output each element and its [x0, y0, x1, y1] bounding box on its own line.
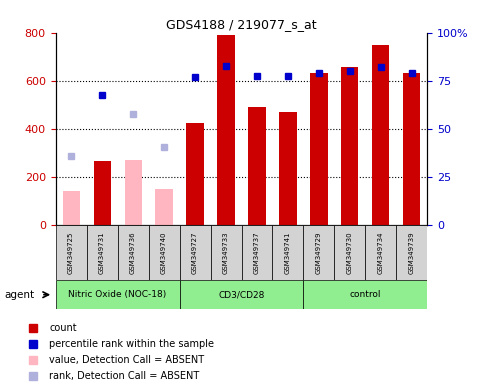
Text: GSM349737: GSM349737	[254, 231, 260, 274]
Bar	[366, 225, 397, 280]
Text: CD3/CD28: CD3/CD28	[218, 290, 265, 299]
Text: GSM349731: GSM349731	[99, 231, 105, 274]
Bar	[62, 191, 80, 225]
Text: Nitric Oxide (NOC-18): Nitric Oxide (NOC-18)	[69, 290, 167, 299]
Bar	[397, 225, 427, 280]
Bar	[149, 225, 180, 280]
Bar	[180, 280, 303, 309]
Bar	[403, 73, 421, 225]
Bar	[217, 35, 235, 225]
Bar	[56, 225, 86, 280]
Text: GSM349729: GSM349729	[316, 231, 322, 274]
Bar	[334, 225, 366, 280]
Bar	[186, 122, 203, 225]
Text: GSM349736: GSM349736	[130, 231, 136, 274]
Bar	[303, 280, 427, 309]
Text: rank, Detection Call = ABSENT: rank, Detection Call = ABSENT	[49, 371, 199, 381]
Bar	[156, 189, 172, 225]
Text: percentile rank within the sample: percentile rank within the sample	[49, 339, 214, 349]
Bar	[125, 160, 142, 225]
Title: GDS4188 / 219077_s_at: GDS4188 / 219077_s_at	[166, 18, 317, 31]
Text: GSM349730: GSM349730	[347, 231, 353, 274]
Text: GSM349733: GSM349733	[223, 231, 229, 274]
Bar	[280, 112, 297, 225]
Text: value, Detection Call = ABSENT: value, Detection Call = ABSENT	[49, 355, 205, 365]
Bar	[180, 225, 211, 280]
Text: GSM349739: GSM349739	[409, 231, 415, 274]
Text: GSM349727: GSM349727	[192, 231, 198, 274]
Bar	[211, 225, 242, 280]
Text: GSM349725: GSM349725	[68, 231, 74, 274]
Bar	[303, 225, 334, 280]
Text: agent: agent	[5, 290, 35, 300]
Bar	[86, 225, 117, 280]
Text: GSM349741: GSM349741	[285, 231, 291, 274]
Bar	[372, 45, 389, 225]
Bar	[311, 73, 327, 225]
Text: GSM349734: GSM349734	[378, 231, 384, 274]
Bar	[117, 225, 149, 280]
Bar	[56, 280, 180, 309]
Text: GSM349740: GSM349740	[161, 231, 167, 274]
Text: control: control	[350, 290, 381, 299]
Bar	[94, 161, 111, 225]
Bar	[248, 107, 266, 225]
Text: count: count	[49, 323, 77, 333]
Bar	[272, 225, 303, 280]
Bar	[242, 225, 272, 280]
Bar	[341, 68, 358, 225]
